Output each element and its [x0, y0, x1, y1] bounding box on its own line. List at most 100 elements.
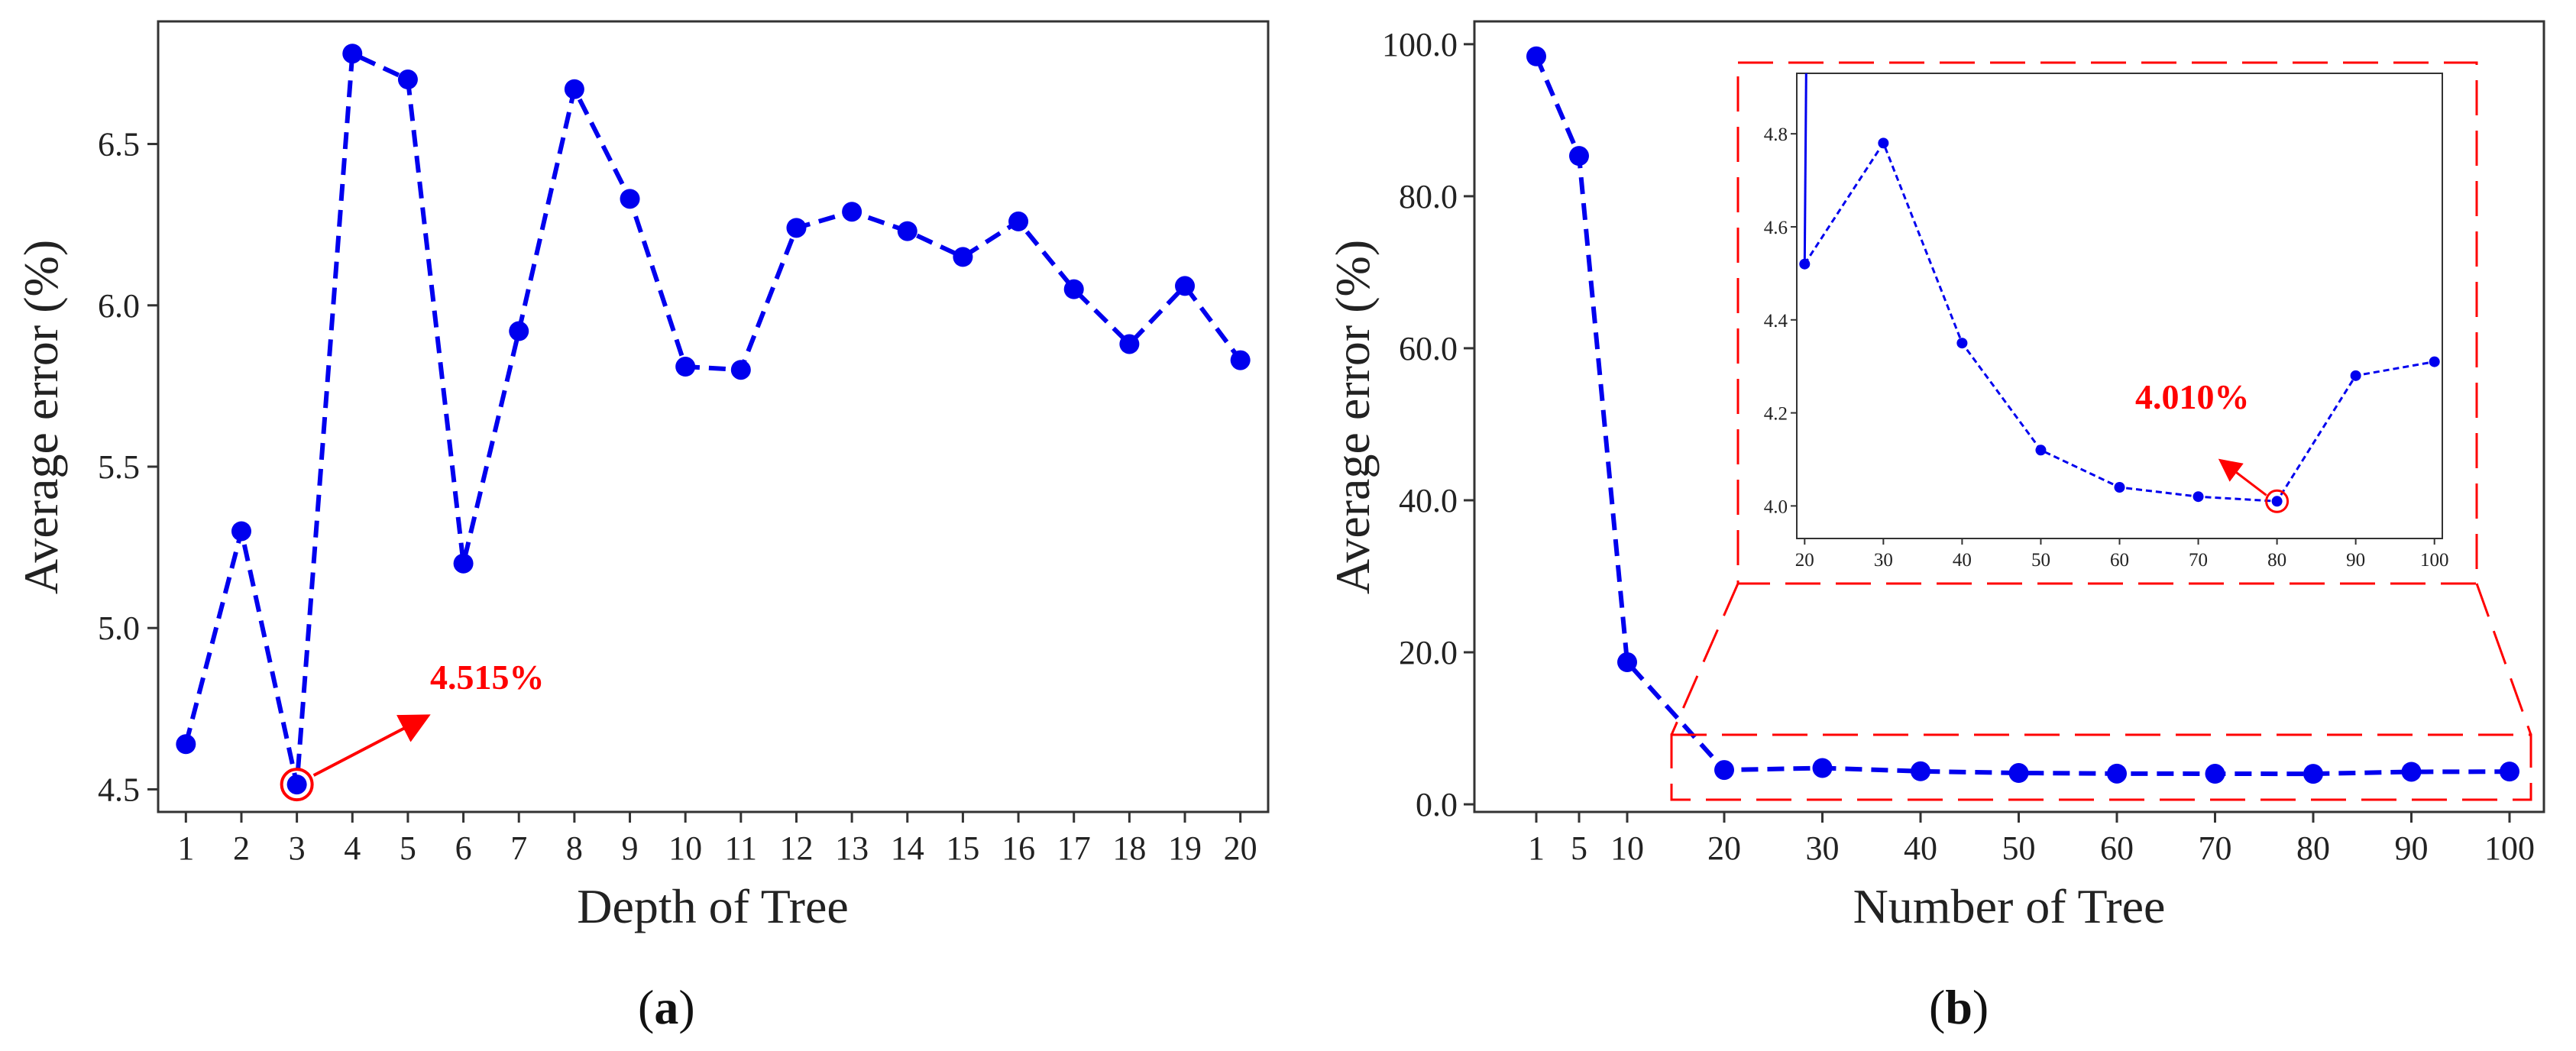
inset-border-box: [1736, 61, 2478, 585]
data-point: [286, 775, 307, 795]
y-tick-label: 4.5: [98, 771, 140, 808]
y-tick-label: 60.0: [1399, 330, 1458, 367]
y-tick-label: 6.5: [98, 126, 140, 163]
plot-frame-b: [1473, 20, 2545, 813]
data-point: [2303, 764, 2323, 784]
inset-x-tick-label: 70: [2189, 550, 2208, 571]
inset-x-tick-label: 50: [2031, 550, 2050, 571]
inset-series-points: [1799, 137, 2440, 507]
data-point: [953, 247, 973, 267]
x-tick-label: 10: [1610, 829, 1644, 867]
inset-data-point: [1799, 258, 1811, 270]
data-point: [1714, 760, 1734, 781]
inset-x-tick-label: 60: [2110, 550, 2129, 571]
inset-highlight-circle: [2265, 489, 2290, 513]
data-point: [564, 79, 584, 99]
x-tick-label: 11: [725, 829, 757, 867]
inset-series-line-exit: [1803, 73, 1807, 264]
data-point: [1911, 761, 1930, 781]
x-tick-label: 5: [400, 829, 416, 867]
caption-a: (a): [638, 980, 695, 1034]
data-point: [1063, 279, 1084, 299]
inset-y-axis: 4.0 4.2 4.4 4.6 4.8: [1764, 125, 1797, 517]
x-tick-label: 70: [2199, 829, 2232, 867]
inset-x-tick-label: 30: [1874, 550, 1893, 571]
data-point: [1526, 46, 1546, 66]
data-point: [1230, 350, 1251, 370]
x-tick-label: 20: [1707, 829, 1741, 867]
x-tick-label: 8: [566, 829, 583, 867]
series-line-a: [183, 50, 1243, 785]
inset-data-point: [2193, 491, 2204, 503]
y-tick-label: 20.0: [1399, 634, 1458, 671]
inset-y-tick-label: 4.0: [1764, 496, 1788, 517]
inset-x-tick-label: 20: [1795, 550, 1814, 571]
zoom-region-box: [1670, 733, 2532, 801]
data-point: [2500, 762, 2519, 782]
panel-a: 4.55.05.56.06.5 1 2 3 4 5 6 7 8 9 10 11 12 13 14 15 16 1…: [14, 20, 1270, 1034]
caption-b: (b): [1929, 980, 1989, 1034]
inset-data-point: [2035, 445, 2047, 456]
inset-data-point: [2429, 356, 2440, 367]
highlight-circle-a: [280, 768, 314, 802]
inset-x-tick-label: 100: [2420, 550, 2449, 571]
data-point: [786, 218, 807, 238]
y-tick-label: 40.0: [1399, 482, 1458, 519]
inset-data-point: [2114, 482, 2125, 493]
x-tick-label: 20: [1224, 829, 1257, 867]
x-tick-label: 7: [510, 829, 527, 867]
data-point: [1175, 276, 1196, 296]
inset-data-point: [2271, 496, 2283, 507]
data-point: [730, 360, 751, 380]
x-tick-label: 1: [177, 829, 194, 867]
series-points-a: [176, 44, 1251, 795]
data-point: [842, 202, 862, 222]
zoom-connector-left: [1670, 583, 1739, 736]
data-point: [453, 553, 474, 574]
x-tick-label: 80: [2296, 829, 2330, 867]
y-tick-label: 6.0: [98, 287, 140, 325]
x-tick-label: 15: [946, 829, 979, 867]
inset-data-point: [2350, 370, 2361, 381]
inset-y-tick-label: 4.4: [1764, 311, 1788, 331]
series-points-b: [1526, 46, 2519, 784]
y-tick-label: 100.0: [1382, 26, 1458, 63]
x-tick-label: 17: [1057, 829, 1091, 867]
x-tick-label: 19: [1168, 829, 1202, 867]
inset-x-tick-label: 80: [2267, 550, 2286, 571]
inset-y-tick-label: 4.2: [1764, 404, 1788, 425]
y-axis-a: 4.5 5.0 5.5 6.0 6.5: [98, 126, 158, 808]
x-tick-label: 13: [835, 829, 869, 867]
x-axis-b: 1 5 10 20 30 40 50 60 70 80 90 100: [1528, 812, 2535, 867]
plot-frame-a: [157, 20, 1270, 813]
x-tick-label: 9: [622, 829, 639, 867]
zoom-connector-right: [2475, 583, 2532, 736]
annotation-label-b: 4.010%: [2135, 377, 2250, 416]
y-tick-label: 5.5: [98, 448, 140, 486]
y-axis-b: 0.0 20.0 40.0 60.0 80.0 100.0: [1382, 26, 1474, 823]
inset-data-point: [1878, 137, 1889, 149]
data-point: [397, 70, 418, 90]
x-axis-label-a: Depth of Tree: [577, 879, 849, 933]
inset-data-point: [1956, 338, 1968, 349]
x-tick-label: 30: [1806, 829, 1840, 867]
inset-y-tick-label: 4.8: [1764, 125, 1788, 145]
x-tick-label: 4: [344, 829, 361, 867]
x-tick-label: 5: [1571, 829, 1587, 867]
inset-frame: [1796, 73, 2443, 539]
annotation-arrow-b: [2218, 458, 2267, 496]
x-tick-label: 3: [289, 829, 306, 867]
series-line-b: [1534, 55, 2510, 777]
x-axis-label-b: Number of Tree: [1853, 879, 2166, 933]
inset-y-tick-label: 4.6: [1764, 218, 1788, 238]
x-tick-label: 90: [2395, 829, 2429, 867]
y-axis-label-b: Average error (%): [1325, 240, 1380, 594]
x-tick-label: 100: [2484, 829, 2535, 867]
data-point: [1008, 211, 1029, 231]
x-tick-label: 18: [1112, 829, 1146, 867]
data-point: [342, 44, 363, 64]
x-tick-label: 1: [1528, 829, 1545, 867]
x-axis-a: 1 2 3 4 5 6 7 8 9 10 11 12 13 14 15 16 17 18 19 20: [177, 812, 1257, 867]
x-tick-label: 50: [2002, 829, 2036, 867]
